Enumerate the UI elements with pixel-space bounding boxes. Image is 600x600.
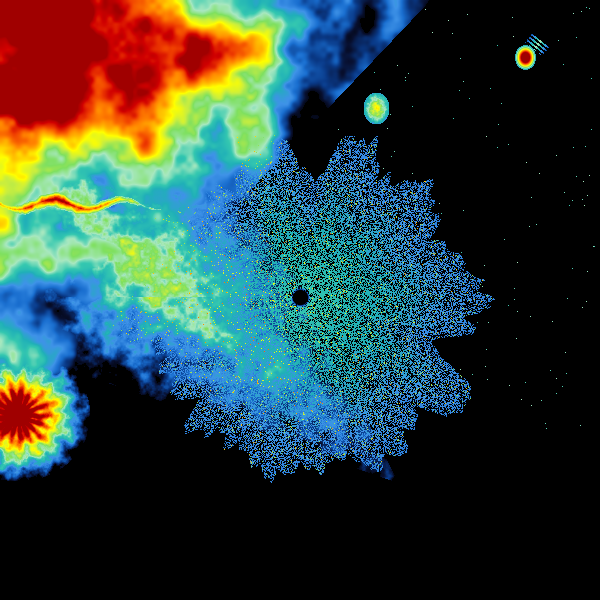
radar-image-viewport: [0, 0, 600, 600]
radar-reflectivity-heatmap: [0, 0, 600, 600]
